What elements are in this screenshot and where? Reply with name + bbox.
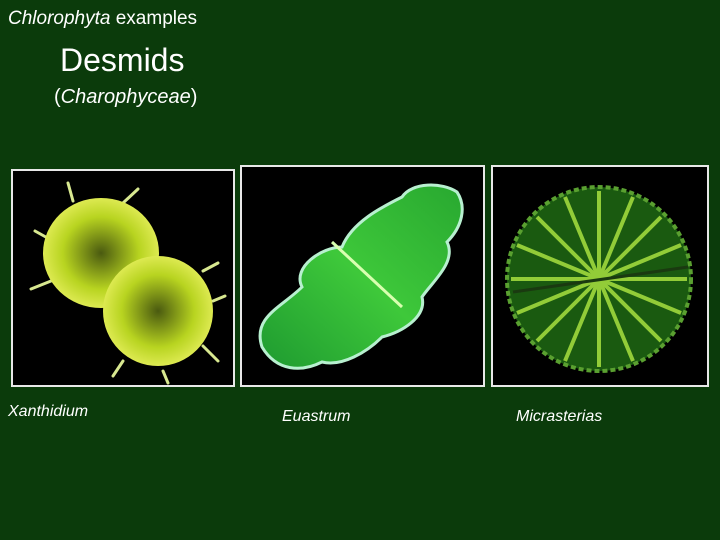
caption: Euastrum bbox=[282, 408, 351, 425]
image-xanthidium bbox=[11, 169, 235, 387]
cell bbox=[258, 183, 464, 370]
subheading: (Charophyceae) bbox=[54, 86, 197, 109]
cell-half bbox=[103, 256, 213, 366]
image-euastrum bbox=[240, 165, 485, 387]
heading: Desmids bbox=[60, 42, 185, 78]
photo bbox=[29, 181, 227, 385]
photo bbox=[505, 185, 693, 373]
paren-close: ) bbox=[190, 86, 198, 108]
paren-open: ( bbox=[54, 86, 61, 108]
slide-title: Chlorophyta examples bbox=[8, 8, 197, 30]
subheading-italic: Charophyceae bbox=[60, 86, 191, 108]
title-italic: Chlorophyta bbox=[8, 8, 111, 29]
caption: Micrasterias bbox=[516, 408, 603, 425]
title-rest: examples bbox=[115, 8, 198, 29]
caption: Xanthidium bbox=[8, 403, 89, 420]
image-micrasterias bbox=[491, 165, 709, 387]
photo bbox=[258, 183, 464, 370]
